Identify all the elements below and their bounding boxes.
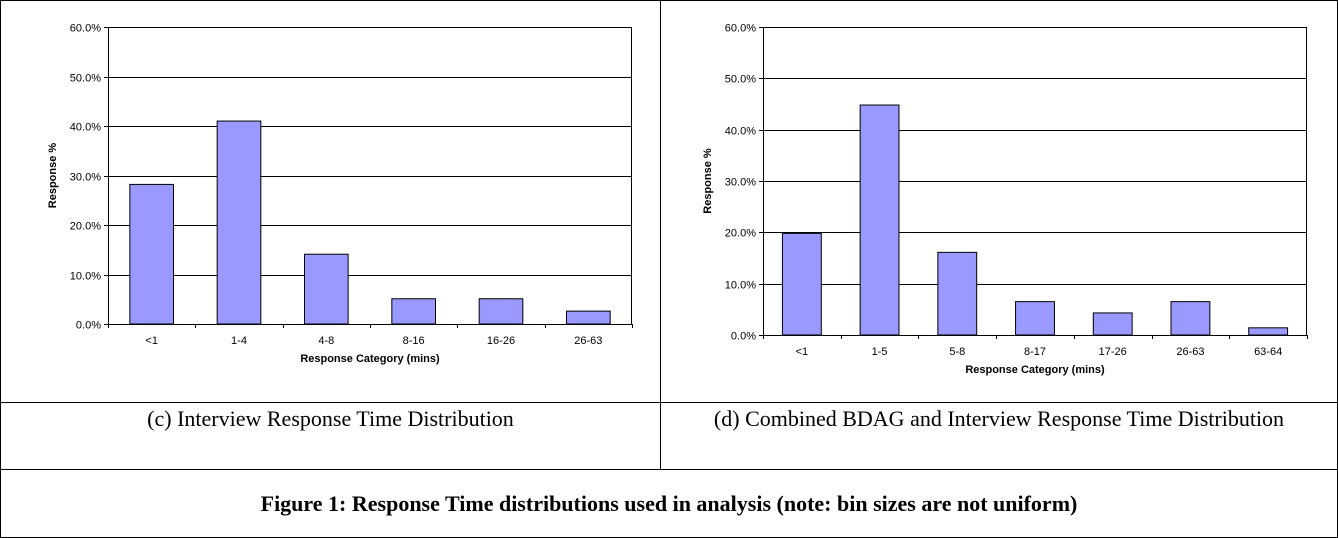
bar [391,298,437,325]
x-tick-label: 26-63 [1176,346,1204,358]
y-tick-label: 30.0% [725,177,756,189]
chart-combined-distribution: 0.0% 10.0% 20.0% 30.0% 40.0% 50.0% 60.0% <1 1-5 5… [702,23,1308,376]
x-tick-label: <1 [145,335,158,347]
y-tick-label: 60.0% [725,23,756,35]
y-tick-label: 20.0% [70,221,101,233]
figure-caption: Figure 1: Response Time distributions us… [260,491,1078,516]
x-tick-label: 26-63 [574,335,602,347]
bar [781,232,822,336]
x-axis-title: Response Category (mins) [300,353,440,365]
x-tick-label: 4-8 [318,335,334,347]
y-tick-label: 0.0% [731,331,756,343]
bar [937,251,978,336]
x-tick-label: 5-8 [949,346,965,358]
bar [478,298,524,325]
y-tick-label: 40.0% [70,122,101,134]
y-axis-title: Response % [702,148,714,214]
x-tick-label: 8-17 [1024,346,1046,358]
x-tick-label: 1-5 [872,346,888,358]
y-tick-label: 60.0% [70,23,101,35]
x-tick-label: <1 [796,346,809,358]
y-tick-label: 50.0% [725,74,756,86]
caption-c: (c) Interview Response Time Distribution [147,406,514,431]
y-tick-label: 40.0% [725,126,756,138]
bar [1248,327,1289,336]
x-tick-label: 17-26 [1099,346,1127,358]
y-tick-label: 0.0% [76,320,101,332]
y-tick-label: 20.0% [725,228,756,240]
bar [129,183,174,325]
bar [1092,312,1133,336]
x-axis-title: Response Category (mins) [965,364,1105,376]
x-tick-label: 8-16 [403,335,425,347]
bar [1015,301,1055,336]
bar [1170,301,1211,336]
x-tick-label: 63-64 [1254,346,1282,358]
chart-interview-distribution: 0.0% 10.0% 20.0% 30.0% 40.0% 50.0% 60.0% <1 1-4 4… [47,23,633,365]
bar [304,253,349,325]
bar [566,310,611,325]
bar [859,104,900,336]
y-tick-label: 50.0% [70,73,101,85]
x-tick-label: 1-4 [231,335,247,347]
caption-d: (d) Combined BDAG and Interview Response… [713,406,1285,431]
y-tick-label: 10.0% [725,280,756,292]
bar [216,120,262,325]
y-tick-label: 30.0% [70,172,101,184]
y-tick-label: 10.0% [70,271,101,283]
y-axis-title: Response % [47,143,59,209]
x-tick-label: 16-26 [487,335,515,347]
